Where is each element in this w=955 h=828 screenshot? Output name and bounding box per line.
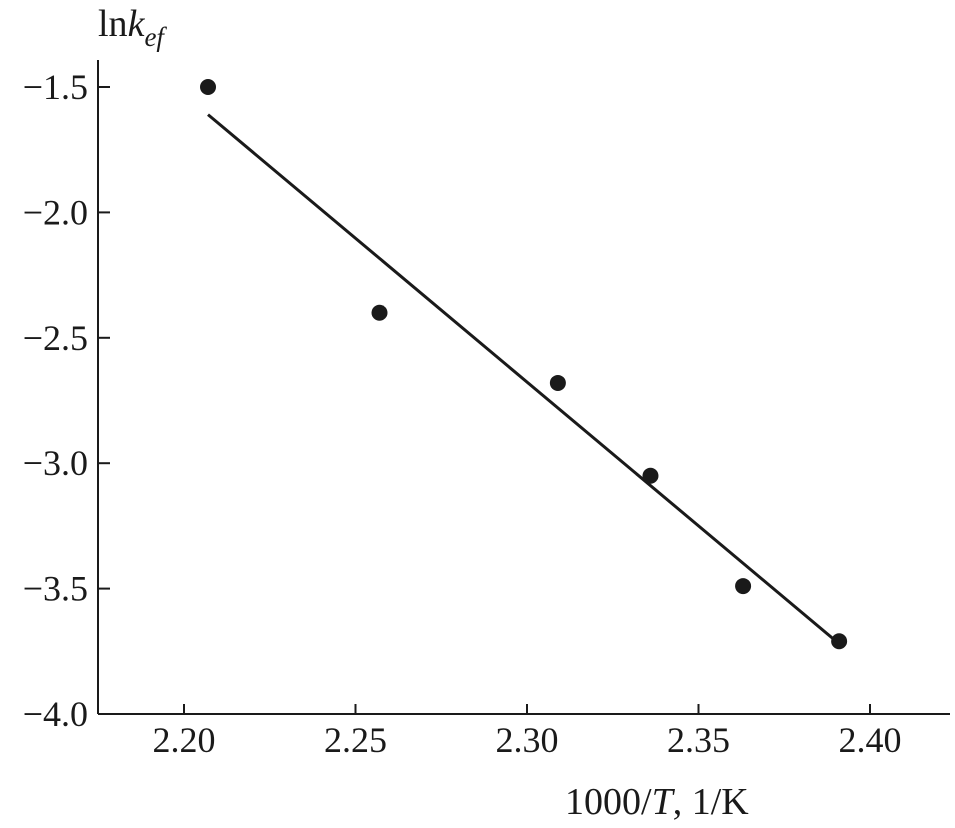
data-point <box>549 374 566 391</box>
y-tick-label: −4.0 <box>23 694 88 734</box>
x-axis-title: 1000/T, 1/K <box>565 781 749 823</box>
y-tick-label: −3.5 <box>23 569 88 609</box>
x-tick-label: 2.40 <box>839 720 902 760</box>
data-point <box>371 304 388 321</box>
y-tick-label: −2.5 <box>23 318 88 358</box>
y-tick-label: −1.5 <box>23 67 88 107</box>
fit-line <box>207 113 841 645</box>
x-tick-label: 2.20 <box>153 720 216 760</box>
fit-line-group <box>207 113 841 645</box>
y-tick-label: −2.0 <box>23 192 88 232</box>
data-point <box>642 467 659 484</box>
x-tick-label: 2.30 <box>496 720 559 760</box>
x-tick-label: 2.35 <box>667 720 730 760</box>
data-point <box>831 633 848 650</box>
ticks: 2.20 2.25 2.30 2.35 2.40 −1.5 −2.0 −2.5 −3.0 −3.5… <box>23 67 902 760</box>
data-point <box>735 578 752 595</box>
axes <box>97 60 950 715</box>
data-points <box>200 79 848 650</box>
y-tick-label: −3.0 <box>23 443 88 483</box>
x-tick-label: 2.25 <box>324 720 387 760</box>
y-axis-title: lnkef <box>98 3 167 52</box>
data-point <box>200 79 217 95</box>
